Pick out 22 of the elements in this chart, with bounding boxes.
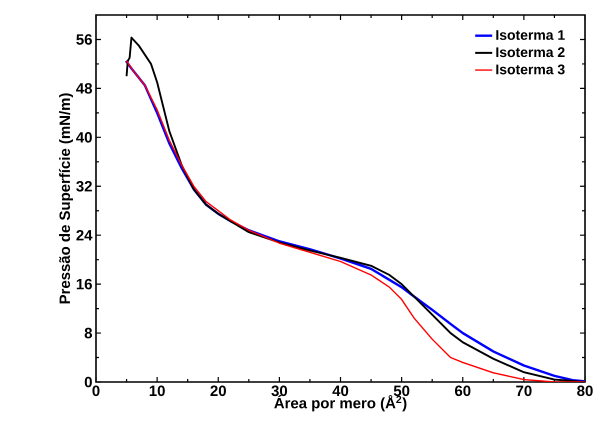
x-tick-label: 50 (394, 386, 410, 396)
y-axis-title: Pressão de Superfície (mN/m) (58, 93, 73, 304)
legend-label: Isoterma 1 (496, 30, 565, 40)
y-tick-label: 40 (76, 132, 92, 143)
x-tick-label: 70 (516, 386, 532, 396)
x-axis-title: Área por mero (Å$^{2}$) (274, 395, 406, 412)
x-tick-label: 40 (332, 386, 348, 396)
y-tick-label: 48 (76, 83, 92, 94)
x-tick-label: 30 (271, 386, 288, 396)
legend-label: Isoterma 2 (496, 47, 565, 58)
x-tick-label: 10 (150, 386, 165, 396)
x-tick-label: 0 (92, 386, 100, 396)
x-tick-label: 80 (577, 386, 593, 396)
legend-label: Isoterma 3 (496, 64, 565, 74)
y-tick-label: 32 (76, 180, 92, 192)
y-tick-label: 24 (76, 230, 92, 240)
y-tick-label: 56 (76, 34, 92, 45)
y-tick-label: 0 (84, 376, 92, 388)
x-tick-label: 20 (210, 386, 226, 396)
x-tick-label: 60 (454, 386, 470, 396)
y-tick-label: 16 (76, 278, 92, 290)
y-tick-label: 8 (84, 328, 92, 338)
